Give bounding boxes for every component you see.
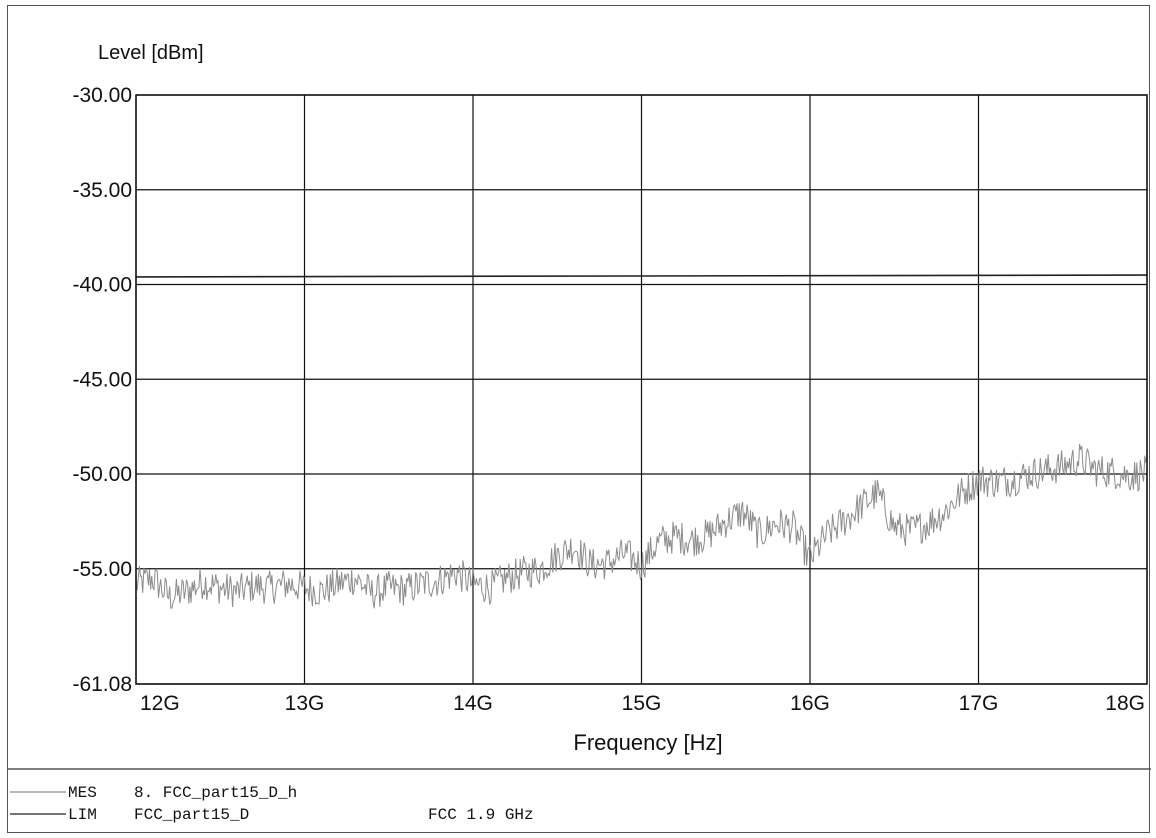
y-tick-label: -40.00 [72,274,132,297]
x-axis-label: Frequency [Hz] [573,730,722,755]
x-tick-label: 12G [140,692,180,715]
y-tick-label: -45.00 [72,368,132,391]
x-tick-label: 17G [959,692,999,715]
level-chart: Level [dBm] Frequency [Hz] -30.00-35.00-… [8,42,1151,824]
y-tick-label: -55.00 [72,558,132,581]
grid-lines [135,94,1148,685]
legend-extra: FCC 1.9 GHz [428,806,534,824]
y-tick-label: -30.00 [72,84,132,107]
legend-tag: MES [68,784,97,802]
chart-window: Level [dBm] Frequency [Hz] -30.00 -35.00-… [7,5,1151,833]
x-tick-label: 18G [1105,692,1145,715]
x-tick-labels: 12G 13G 14G 15G 16G 17G 18G [140,692,1145,715]
series-group [135,274,1148,609]
x-tick-label: 15G [622,692,662,715]
x-tick-label: 16G [790,692,830,715]
y-tick-labels: -30.00 -35.00 -40.00 -45.00 -50.00 -55.00 -61.… [72,84,132,696]
y-tick-label: -35.00 [72,179,132,202]
series-line-measurement [135,443,1148,609]
y-tick-label: -50.00 [72,463,132,486]
legend-tag: LIM [68,806,97,824]
legend-series-name: FCC_part15_D [134,806,249,824]
legend-series-name: 8. FCC_part15_D_h [134,784,297,802]
series-line-limit [135,274,1148,278]
y-axis-label: Level [dBm] [98,42,204,64]
x-tick-label: 14G [453,692,493,715]
plot-border [135,94,1148,685]
y-tick-label: -61.08 [72,673,132,696]
x-tick-label: 13G [285,692,325,715]
legend: MES 8. FCC_part15_D_h LIM FCC_part15_D FCC 1… [10,784,534,824]
